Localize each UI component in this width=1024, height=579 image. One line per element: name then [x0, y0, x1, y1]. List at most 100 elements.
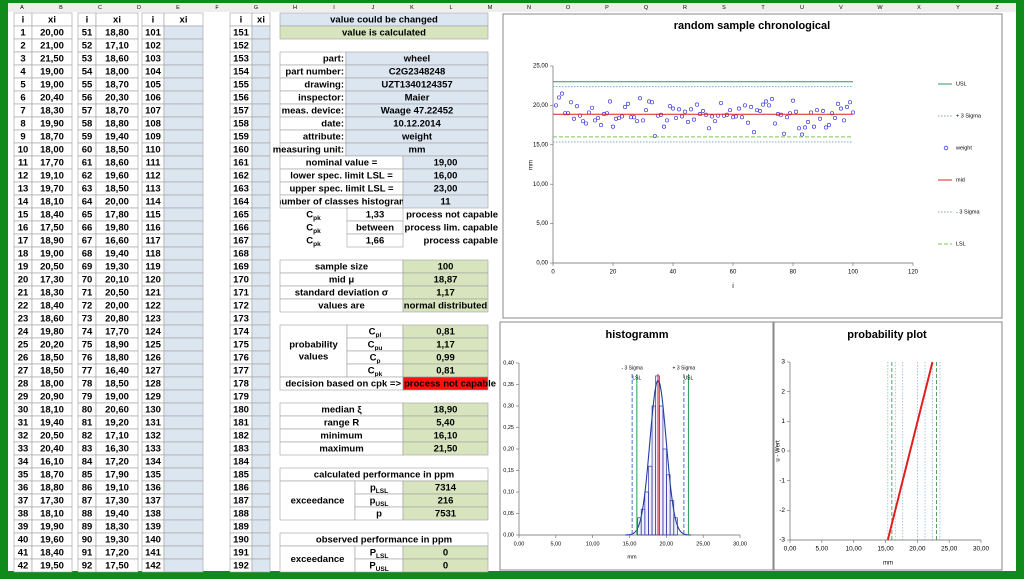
- cell-clip: 167: [233, 236, 249, 247]
- measurement-value: 19,70: [40, 184, 64, 195]
- cell-clip: 34: [18, 457, 29, 468]
- subscript: pu: [374, 345, 382, 352]
- cell-clip: 189: [233, 522, 249, 533]
- stat-value: 100: [438, 262, 454, 273]
- cell-clip: 24: [18, 327, 29, 338]
- cell-clip: 18,60: [40, 314, 64, 325]
- cell-clip: 54: [82, 67, 93, 78]
- cell-clip: 18,10: [40, 405, 64, 416]
- index: 141: [145, 548, 162, 559]
- column-letter: U: [800, 5, 804, 11]
- data-point: [712, 119, 718, 124]
- cell-clip: part:: [323, 54, 344, 65]
- y-tick-label: 0,20: [503, 446, 514, 452]
- index: 116: [145, 223, 160, 234]
- cell: [163, 558, 204, 573]
- stat-label: maximum: [319, 444, 363, 455]
- chart-title: histogramm: [606, 329, 669, 341]
- measurement-value: 20,60: [105, 405, 129, 416]
- cell-clip: xi: [48, 15, 56, 26]
- field-label: date:: [321, 119, 344, 130]
- cell-clip: 186: [233, 483, 249, 494]
- cell-clip: 176: [233, 353, 249, 364]
- cell-clip: 67: [82, 236, 93, 247]
- column-letter: X: [917, 5, 921, 11]
- index: 184: [233, 457, 250, 468]
- index: 126: [145, 353, 161, 364]
- measurement-value: 17,70: [40, 158, 64, 169]
- cell: [251, 441, 271, 456]
- index: 110: [145, 145, 160, 156]
- x-axis-label: mm: [627, 554, 637, 560]
- x-axis-label: mm: [883, 561, 893, 567]
- index: 17: [18, 236, 29, 247]
- data-point: [835, 101, 841, 106]
- cell-clip: 18,40: [40, 548, 64, 559]
- cell-clip: 131: [145, 418, 162, 429]
- data-point: [841, 118, 847, 123]
- cell: [163, 545, 204, 560]
- cell: [163, 311, 204, 326]
- x-tick-label: 0: [551, 270, 555, 276]
- cell-clip: 105: [145, 80, 162, 91]
- cell-clip: 25: [18, 340, 29, 351]
- cell: [251, 519, 271, 534]
- index: 78: [82, 379, 93, 390]
- y-tick-label: 3: [781, 359, 785, 366]
- cell-clip: 117: [145, 236, 160, 247]
- cell-clip: 5: [20, 80, 26, 91]
- cell: [163, 467, 204, 482]
- cell-clip: inspector:: [298, 93, 344, 104]
- spec-label: number of classes histogram: [276, 197, 408, 208]
- index: 153: [233, 54, 249, 65]
- index: 83: [82, 444, 93, 455]
- cell: [251, 220, 271, 235]
- cell-clip: 153: [233, 54, 249, 65]
- column-header: i: [86, 15, 89, 26]
- cell-clip: 18,30: [40, 106, 64, 117]
- cell-clip: 19,30: [105, 262, 129, 273]
- cell-clip: 128: [145, 379, 161, 390]
- measurement-value: 19,40: [105, 132, 129, 143]
- cell: [251, 324, 271, 339]
- cell-clip: 127: [145, 366, 161, 377]
- cell: [251, 285, 271, 300]
- cell: [163, 389, 204, 404]
- cell-clip: 184: [233, 457, 250, 468]
- index: 65: [82, 210, 93, 221]
- index: 67: [82, 236, 93, 247]
- index-value: 0,81: [436, 366, 455, 377]
- index: 160: [233, 145, 249, 156]
- cell-clip: 166: [233, 223, 249, 234]
- field-value: Waage 47.22452: [381, 106, 454, 117]
- cell-clip: 19,40: [40, 418, 64, 429]
- ppm-value: 0: [443, 561, 448, 572]
- cell-clip: 18,90: [105, 340, 129, 351]
- cell-clip: 18,00: [40, 379, 64, 390]
- cell: [163, 519, 204, 534]
- index: 22: [18, 301, 29, 312]
- index: 38: [18, 509, 29, 520]
- cell: [251, 25, 271, 40]
- index: 192: [233, 561, 249, 572]
- data-point: [829, 111, 835, 116]
- measurement-value: 19,30: [105, 262, 129, 273]
- data-point: [691, 117, 697, 122]
- cell-clip: 137: [145, 496, 161, 507]
- cell-clip: process not capable: [406, 210, 498, 221]
- x-tick-label: 20,00: [659, 541, 673, 547]
- index: 42: [18, 561, 29, 572]
- index: 188: [233, 509, 249, 520]
- cell-clip: 113: [145, 184, 160, 195]
- cell-clip: 138: [145, 509, 161, 520]
- histogram-bar: [644, 491, 649, 536]
- index: 125: [145, 340, 162, 351]
- cell-clip: 122: [145, 301, 161, 312]
- cell-clip: 18,00: [105, 67, 129, 78]
- cell: [251, 415, 271, 430]
- cell-clip: 83: [82, 444, 93, 455]
- cell-clip: 121: [145, 288, 162, 299]
- index: 15: [18, 210, 29, 221]
- measurement-value: 16,40: [105, 366, 129, 377]
- cell-clip: 11: [18, 158, 29, 169]
